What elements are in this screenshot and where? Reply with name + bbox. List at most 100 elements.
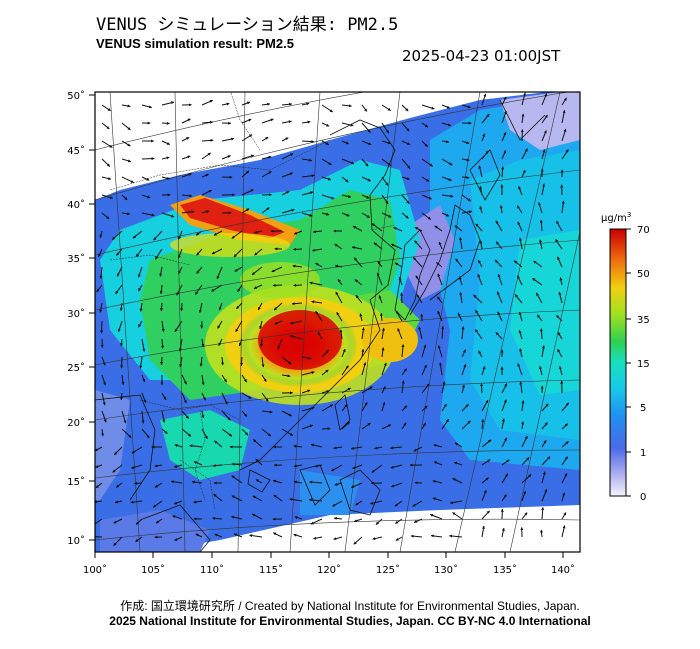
wind-arrow: [301, 140, 315, 144]
wind-arrow: [495, 331, 503, 340]
wind-arrow: [495, 241, 503, 250]
wind-arrow: [234, 266, 243, 272]
wind-arrow: [461, 420, 471, 430]
wind-arrow: [211, 248, 223, 255]
wind-arrow: [501, 418, 505, 430]
wind-arrow: [561, 492, 566, 502]
wind-arrow: [255, 479, 263, 484]
wind-arrow: [461, 140, 470, 145]
wind-arrow: [461, 326, 465, 340]
wind-arrow: [261, 356, 265, 368]
wind-arrow: [289, 320, 303, 325]
wind-arrow: [412, 256, 423, 268]
wind-arrow: [321, 404, 333, 412]
wind-arrow: [441, 381, 446, 394]
wind-arrow: [391, 482, 403, 488]
wind-arrow: [561, 456, 568, 466]
wind-arrow: [161, 410, 166, 423]
wind-arrow: [421, 194, 432, 200]
wind-arrow: [361, 194, 370, 199]
wind-arrow: [196, 248, 203, 256]
wind-arrow: [461, 176, 470, 179]
wind-arrow: [479, 240, 483, 250]
wind-arrow: [361, 362, 367, 376]
wind-arrow: [161, 320, 165, 332]
wind-arrow: [341, 176, 349, 183]
wind-arrow: [521, 400, 525, 412]
wind-arrow: [100, 320, 104, 334]
wind-arrow: [154, 482, 163, 488]
wind-arrow: [101, 176, 112, 181]
wind-arrow: [540, 529, 543, 538]
wind-arrow: [416, 294, 423, 304]
wind-arrow: [221, 102, 230, 106]
wind-arrow: [481, 419, 485, 430]
wind-arrow: [561, 110, 566, 124]
wind-arrow: [114, 500, 123, 504]
wind-arrow: [541, 440, 547, 448]
wind-arrow: [130, 500, 143, 504]
wind-arrow: [141, 428, 150, 439]
wind-arrow: [281, 120, 292, 124]
wind-arrow: [421, 122, 429, 128]
wind-arrow: [154, 248, 163, 260]
wind-arrow: [341, 387, 351, 394]
wind-arrow: [541, 183, 546, 196]
wind-arrow: [137, 266, 143, 278]
wind-arrow: [261, 428, 272, 437]
wind-arrow: [538, 365, 543, 376]
colorbar-label-70: 70: [637, 225, 650, 236]
lat-tick-10: 10˚: [67, 535, 85, 547]
lon-tick-130: 130˚: [434, 564, 458, 576]
wind-arrow: [181, 410, 190, 419]
lat-tick-25: 25˚: [67, 362, 85, 374]
wind-arrow: [121, 158, 132, 163]
wind-arrow: [481, 399, 489, 412]
wind-arrow: [115, 284, 123, 295]
wind-arrow: [321, 349, 329, 358]
wind-arrow: [321, 176, 332, 181]
wind-arrow: [518, 186, 523, 196]
wind-arrow: [214, 440, 223, 448]
wind-arrow: [293, 283, 303, 287]
wind-arrow: [310, 443, 323, 448]
wind-arrow: [221, 392, 228, 405]
wind-arrow: [221, 356, 225, 366]
wind-arrow: [95, 482, 103, 489]
wind-arrow: [341, 140, 349, 145]
wind-arrow: [141, 104, 152, 109]
wind-arrow: [201, 210, 210, 214]
wind-arrow: [373, 242, 383, 250]
wind-arrow: [199, 356, 203, 367]
wind-arrow: [381, 424, 392, 430]
wind-arrow: [321, 194, 335, 200]
wind-arrow: [401, 212, 409, 219]
wind-arrow: [180, 302, 184, 312]
wind-arrow: [261, 392, 269, 402]
wind-arrow: [195, 533, 203, 538]
wind-arrow: [101, 212, 110, 220]
wind-arrow: [501, 96, 507, 106]
wind-arrow: [378, 295, 383, 304]
wind-arrow: [301, 120, 311, 124]
wind-arrow: [397, 328, 403, 340]
wind-arrow: [355, 294, 363, 304]
wind-arrow: [381, 327, 385, 340]
wind-arrow: [155, 518, 163, 524]
wind-arrow: [370, 500, 383, 505]
wind-arrow: [120, 392, 123, 401]
wind-arrow: [321, 140, 330, 146]
wind-arrow: [513, 260, 523, 268]
wind-arrow: [101, 122, 110, 130]
wind-arrow: [481, 459, 491, 466]
wind-arrow: [135, 518, 143, 525]
wind-arrow: [541, 149, 546, 160]
wind-arrow: [309, 281, 323, 286]
lat-tick-15: 15˚: [67, 476, 85, 488]
wind-arrow: [99, 266, 103, 279]
wind-arrow: [261, 374, 267, 382]
wind-arrow: [361, 158, 369, 167]
wind-arrow: [301, 356, 312, 360]
wind-arrow: [95, 536, 103, 538]
wind-arrow: [281, 374, 291, 378]
